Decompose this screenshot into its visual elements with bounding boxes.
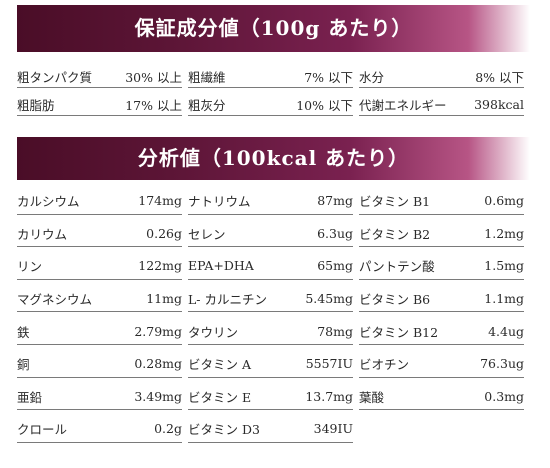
nutrient-label: 鉄 — [17, 324, 30, 340]
nutrient-value: 349IU — [313, 421, 353, 437]
nutrient-row: ビタミン E 13.7mg — [188, 378, 353, 411]
nutrient-label: ビオチン — [359, 357, 410, 373]
nutrient-label: 葉酸 — [359, 389, 385, 405]
nutrient-row: 銅 0.28mg — [17, 345, 182, 378]
nutrient-value: 13.7mg — [305, 388, 353, 404]
analysis-values-title: 分析値（100kcal あたり） — [17, 137, 530, 180]
nutrient-row: 水分 8% 以下 — [359, 60, 524, 88]
nutrient-row: ビオチン 76.3ug — [359, 345, 524, 378]
nutrient-row: 粗灰分 10% 以下 — [188, 88, 353, 116]
nutrient-value: 65mg — [317, 258, 353, 274]
nutrient-value: 1.1mg — [484, 291, 524, 307]
nutrient-label: 粗タンパク質 — [17, 70, 93, 85]
nutrient-row: L- カルニチン 5.45mg — [188, 280, 353, 313]
nutrient-row: ビタミン D3 349IU — [188, 410, 353, 443]
nutrient-value: 8% 以下 — [475, 70, 524, 85]
nutrient-value: 7% 以下 — [304, 70, 353, 85]
nutrient-value: 78mg — [317, 323, 353, 339]
nutrient-row: クロール 0.2g — [17, 410, 182, 443]
nutrient-label: 代謝エネルギー — [359, 98, 447, 113]
nutrient-value: 1.5mg — [484, 258, 524, 274]
nutrient-label: ビタミン B6 — [359, 292, 431, 308]
nutrient-label: EPA+DHA — [188, 258, 254, 274]
analysis-values-table: カルシウム 174mg ナトリウム 87mg ビタミン B1 0.6mg カリウム 0.26g… — [17, 182, 530, 443]
empty-cell — [359, 410, 524, 443]
nutrient-row: ビタミン A 5557IU — [188, 345, 353, 378]
nutrient-value: 5557IU — [305, 356, 353, 372]
nutrient-row: カルシウム 174mg — [17, 182, 182, 215]
nutrient-value: 0.26g — [146, 225, 182, 241]
nutrient-row: 粗タンパク質 30% 以上 — [17, 60, 182, 88]
nutrient-label: ビタミン B1 — [359, 194, 431, 210]
guaranteed-analysis-table: 粗タンパク質 30% 以上 粗繊維 7% 以下 水分 8% 以下粗脂肪 17% 以上 粗灰分 1… — [17, 60, 530, 116]
nutrient-label: ビタミン E — [188, 389, 252, 405]
nutrient-label: 粗灰分 — [188, 98, 226, 113]
nutrient-row: 粗繊維 7% 以下 — [188, 60, 353, 88]
nutrient-row: マグネシウム 11mg — [17, 280, 182, 313]
nutrient-value: 6.3ug — [317, 225, 353, 241]
nutrient-label: パントテン酸 — [359, 259, 435, 275]
nutrient-label: ビタミン D3 — [188, 422, 260, 438]
nutrient-row: ビタミン B1 0.6mg — [359, 182, 524, 215]
nutrient-label: リン — [17, 259, 43, 275]
nutrient-value: 87mg — [317, 193, 353, 209]
nutrient-value: 10% 以下 — [296, 98, 353, 113]
nutrient-value: 122mg — [138, 258, 182, 274]
nutrient-row: タウリン 78mg — [188, 312, 353, 345]
nutrient-label: 粗繊維 — [188, 70, 226, 85]
nutrient-value: 2.79mg — [134, 323, 182, 339]
nutrient-label: カリウム — [17, 226, 68, 242]
nutrient-label: ナトリウム — [188, 194, 251, 210]
nutrient-row: パントテン酸 1.5mg — [359, 247, 524, 280]
nutrient-label: ビタミン B2 — [359, 226, 431, 242]
nutrient-label: 粗脂肪 — [17, 98, 55, 113]
nutrient-label: セレン — [188, 226, 226, 242]
nutrient-row: ビタミン B12 4.4ug — [359, 312, 524, 345]
nutrient-row: リン 122mg — [17, 247, 182, 280]
nutrient-value: 0.3mg — [484, 388, 524, 404]
nutrient-value: 11mg — [146, 291, 182, 307]
nutrient-value: 0.28mg — [134, 356, 182, 372]
nutrient-row: カリウム 0.26g — [17, 215, 182, 248]
nutrient-value: 174mg — [138, 193, 182, 209]
nutrient-row: ナトリウム 87mg — [188, 182, 353, 215]
nutrient-value: 0.2g — [154, 421, 182, 437]
nutrient-label: クロール — [17, 422, 68, 438]
nutrient-row: 代謝エネルギー 398kcal — [359, 88, 524, 116]
nutrient-label: 銅 — [17, 357, 30, 373]
nutrient-row: 鉄 2.79mg — [17, 312, 182, 345]
nutrient-label: ビタミン A — [188, 357, 252, 373]
nutrient-label: カルシウム — [17, 194, 80, 210]
nutrient-label: ビタミン B12 — [359, 324, 439, 340]
nutrient-row: EPA+DHA 65mg — [188, 247, 353, 280]
nutrient-value: 3.49mg — [134, 388, 182, 404]
nutrient-value: 30% 以上 — [125, 70, 182, 85]
nutrient-label: 亜鉛 — [17, 389, 43, 405]
nutrient-value: 1.2mg — [484, 225, 524, 241]
nutrient-row: ビタミン B6 1.1mg — [359, 280, 524, 313]
nutrient-label: マグネシウム — [17, 292, 93, 308]
nutrient-value: 76.3ug — [480, 356, 524, 372]
nutrient-row: 粗脂肪 17% 以上 — [17, 88, 182, 116]
nutrient-row: 亜鉛 3.49mg — [17, 378, 182, 411]
nutrient-label: 水分 — [359, 70, 385, 85]
nutrient-value: 0.6mg — [484, 193, 524, 209]
nutrient-value: 5.45mg — [305, 291, 353, 307]
nutrient-label: L- カルニチン — [188, 292, 267, 308]
nutrient-value: 17% 以上 — [125, 98, 182, 113]
nutrient-row: ビタミン B2 1.2mg — [359, 215, 524, 248]
nutrient-row: 葉酸 0.3mg — [359, 378, 524, 411]
nutrient-label: タウリン — [188, 324, 239, 340]
nutrient-row: セレン 6.3ug — [188, 215, 353, 248]
nutrient-value: 4.4ug — [488, 323, 524, 339]
guaranteed-analysis-title: 保証成分値（100g あたり） — [17, 5, 530, 52]
nutrient-value: 398kcal — [474, 97, 524, 112]
